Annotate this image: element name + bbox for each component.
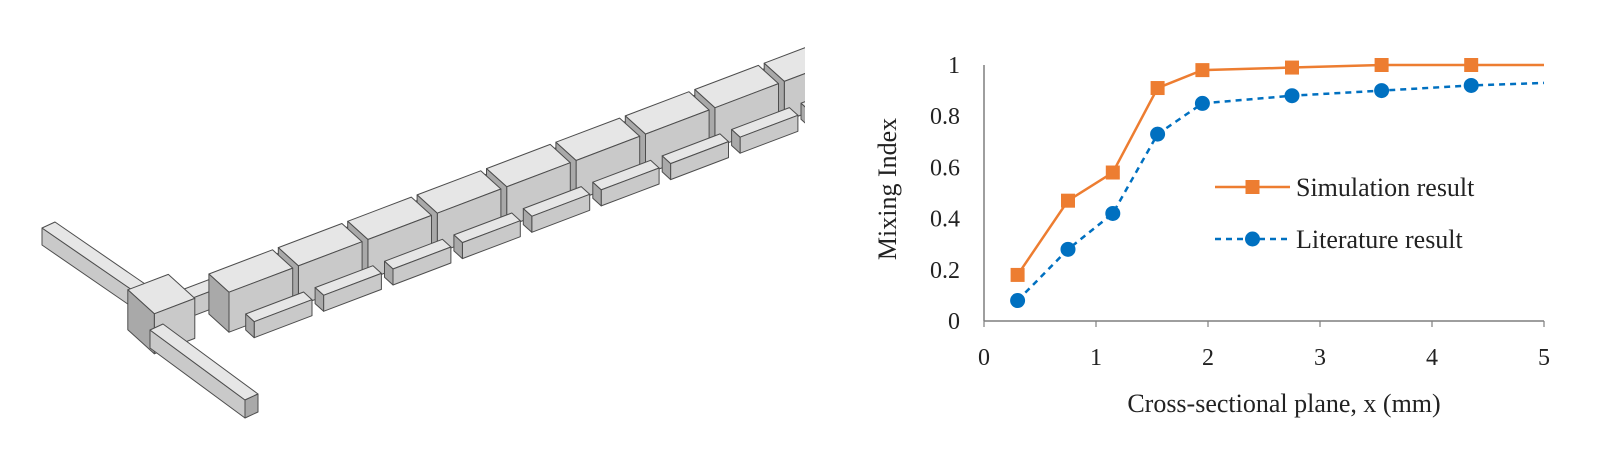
legend-label: Simulation result bbox=[1296, 173, 1475, 202]
series-simulation bbox=[1010, 58, 1544, 282]
block-side-face bbox=[453, 234, 463, 260]
data-point-square bbox=[1195, 63, 1210, 78]
front-baffle-block bbox=[384, 238, 452, 286]
block-top-face bbox=[834, 13, 860, 55]
front-baffle-block bbox=[245, 291, 313, 339]
y-tick-label: 0.4 bbox=[930, 207, 960, 233]
block-side-face bbox=[661, 155, 672, 181]
main-mixing-block bbox=[834, 13, 860, 95]
block-side-face bbox=[731, 129, 741, 154]
data-point-circle bbox=[1463, 77, 1479, 93]
block-front-face bbox=[810, 89, 861, 127]
data-point-circle bbox=[1284, 88, 1300, 104]
y-tick-label: 1 bbox=[948, 53, 960, 79]
legend-item: Simulation result bbox=[1215, 173, 1475, 202]
front-baffle-block bbox=[522, 186, 591, 233]
data-point-circle bbox=[1150, 126, 1166, 142]
front-baffle-block bbox=[731, 107, 799, 154]
block-side-face bbox=[127, 289, 155, 355]
chart-axes: 0 1 2 3 4 5 0 0.2 0.4 0.6 0.8 1 bbox=[930, 53, 1550, 371]
micromixer-3d-geometry-icon bbox=[41, 13, 861, 419]
front-baffle-block bbox=[661, 133, 729, 181]
block-top-face bbox=[800, 101, 805, 108]
block-side-face bbox=[208, 273, 230, 333]
front-baffle-block bbox=[800, 89, 861, 127]
y-axis-title: Mixing Index bbox=[873, 118, 902, 260]
data-point-circle bbox=[1194, 95, 1210, 111]
block-side-face bbox=[314, 287, 325, 312]
front-baffle-block bbox=[314, 265, 382, 312]
block-side-face bbox=[384, 260, 394, 286]
chart-canvas: 0 1 2 3 4 5 0 0.2 0.4 0.6 0.8 1 Simulation result Li… bbox=[873, 53, 1550, 418]
y-tick-label: 0.6 bbox=[930, 155, 960, 181]
chart-series bbox=[1010, 58, 1545, 309]
data-point-circle bbox=[1105, 205, 1121, 221]
back-baffle-block bbox=[799, 43, 860, 82]
legend-label: Literature result bbox=[1296, 225, 1464, 254]
inlet-arm-top bbox=[149, 323, 259, 401]
x-tick-label: 3 bbox=[1314, 345, 1326, 371]
y-tick-label: 0.2 bbox=[930, 258, 960, 284]
geometry-group bbox=[41, 13, 861, 419]
y-tick-label: 0 bbox=[948, 309, 960, 335]
chart-legend: Simulation result Literature result bbox=[1215, 173, 1475, 254]
data-point-square bbox=[1061, 193, 1075, 208]
block-front-face bbox=[809, 43, 860, 82]
data-point-square bbox=[1105, 165, 1120, 180]
block-side-face bbox=[834, 37, 854, 95]
data-point-circle bbox=[1010, 293, 1026, 309]
legend-item: Literature result bbox=[1215, 225, 1464, 254]
series-line bbox=[1016, 81, 1545, 302]
mixing-index-chart: 0 1 2 3 4 5 0 0.2 0.4 0.6 0.8 1 Simulation result Li… bbox=[860, 0, 1623, 456]
front-baffle-block bbox=[592, 159, 660, 207]
inlet-channel-back bbox=[41, 221, 149, 310]
inlet-arm-end bbox=[244, 393, 259, 419]
data-point-square bbox=[1285, 60, 1299, 75]
data-point-square bbox=[1010, 267, 1025, 282]
x-tick-label: 5 bbox=[1538, 345, 1550, 371]
data-point-square bbox=[1150, 81, 1165, 96]
inlet-channel-front bbox=[149, 323, 259, 419]
series-literature bbox=[1010, 77, 1545, 309]
x-tick-label: 1 bbox=[1090, 345, 1102, 371]
x-axis-title: Cross-sectional plane, x (mm) bbox=[1127, 389, 1440, 418]
block-side-face bbox=[245, 313, 255, 339]
block-side-face bbox=[592, 181, 602, 207]
x-tick-label: 0 bbox=[978, 345, 990, 371]
data-point-square bbox=[1374, 58, 1389, 72]
block-side-face bbox=[522, 208, 533, 233]
data-point-circle bbox=[1374, 83, 1390, 99]
y-tick-label: 0.8 bbox=[930, 104, 960, 130]
block-top-face bbox=[799, 52, 805, 61]
x-tick-label: 4 bbox=[1426, 345, 1438, 371]
block-side-face bbox=[800, 102, 805, 124]
micromixer-geometry-illustration bbox=[41, 13, 861, 419]
x-tick-label: 2 bbox=[1202, 345, 1214, 371]
legend-circle-marker bbox=[1245, 231, 1260, 247]
legend-square-marker bbox=[1245, 180, 1260, 194]
data-point-square bbox=[1464, 58, 1479, 72]
data-point-circle bbox=[1060, 241, 1076, 257]
front-baffle-block bbox=[453, 212, 521, 260]
